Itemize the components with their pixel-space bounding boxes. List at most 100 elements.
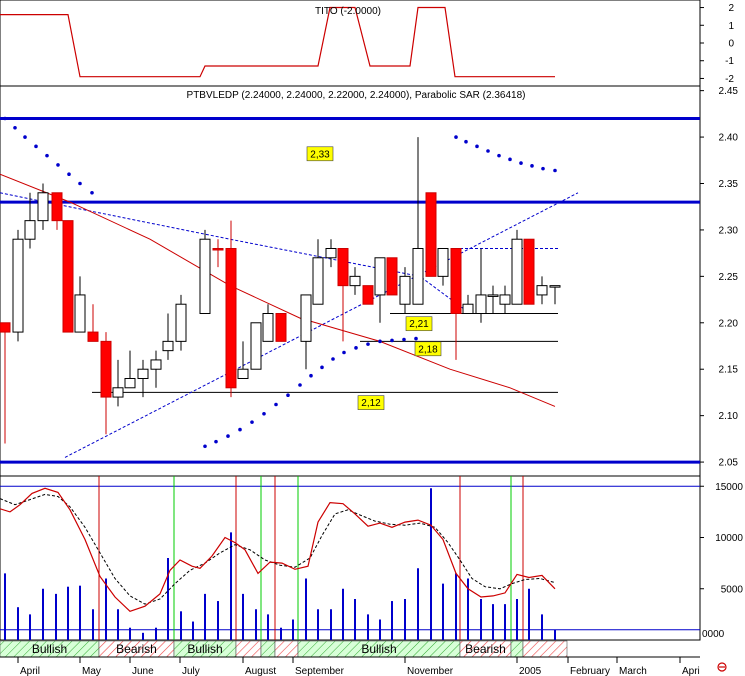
price-panel: 2,33 2,21 2,18 2,12 xyxy=(0,85,701,477)
price-tick-label: 2.25 xyxy=(719,272,739,283)
price-tag-bg xyxy=(414,341,442,357)
sar-dot xyxy=(497,153,501,158)
trend-band-label: Bearish xyxy=(116,642,157,656)
candle xyxy=(150,350,162,388)
side-label: 0000 xyxy=(702,629,725,640)
candle xyxy=(137,359,149,398)
candle xyxy=(511,229,523,305)
candle-body xyxy=(325,248,337,259)
candle-body xyxy=(137,368,149,380)
tito-tick-label: -2 xyxy=(725,74,734,85)
candle xyxy=(312,239,324,305)
price-tag-label: 2,21 xyxy=(409,319,429,330)
candle xyxy=(237,341,249,380)
sar-dot xyxy=(402,337,406,342)
price-tag: 2,18 xyxy=(414,341,442,357)
candle xyxy=(536,276,548,305)
sar-dot xyxy=(214,439,218,444)
sar-dot xyxy=(454,135,458,139)
candle-body xyxy=(450,248,462,314)
sar-dot xyxy=(13,125,17,130)
candle xyxy=(425,192,437,277)
sar-dot xyxy=(56,163,60,167)
candle-body xyxy=(523,238,535,305)
sar-dot xyxy=(250,420,254,424)
month-label: May xyxy=(82,666,101,676)
sar-dot xyxy=(390,338,394,343)
trend-band-label: Bearish xyxy=(465,642,506,656)
trend-band-bullish: Bullish xyxy=(297,640,461,658)
candle xyxy=(124,350,136,389)
price-tick-label: 2.10 xyxy=(719,411,739,422)
candle-body xyxy=(462,303,474,315)
candle xyxy=(100,332,112,435)
candle-body xyxy=(112,387,124,398)
trend-band-bullish xyxy=(260,640,276,658)
candle-body xyxy=(399,275,411,305)
sar-dot xyxy=(309,373,313,378)
candle-body xyxy=(100,340,112,398)
month-label: September xyxy=(295,666,345,676)
candle xyxy=(386,257,398,296)
candle xyxy=(325,239,337,268)
candle xyxy=(62,220,74,333)
trend-band-bearish: Bearish xyxy=(98,640,175,658)
sar-dot xyxy=(475,144,479,149)
volume-tick-label: 15000 xyxy=(715,482,743,493)
price-tag: 2,12 xyxy=(357,395,385,410)
price-tag: 2,33 xyxy=(306,146,334,162)
candle-body xyxy=(87,331,99,342)
candle-body xyxy=(425,192,437,277)
month-label: July xyxy=(182,666,200,676)
volume-tick-label: 10000 xyxy=(715,533,743,544)
trend-line xyxy=(64,192,579,458)
tito-tick-label: -1 xyxy=(725,56,734,67)
candle xyxy=(300,294,312,370)
candle xyxy=(199,229,211,314)
volume-panel: Bullish Bearish Bullish Bullish Bearish xyxy=(0,475,701,658)
trend-band-rect xyxy=(260,640,276,658)
month-label: March xyxy=(619,666,647,676)
volume-frame xyxy=(0,475,701,641)
candle-body xyxy=(536,285,548,296)
price-tag-label: 2,33 xyxy=(310,149,330,160)
candle-body xyxy=(549,285,561,288)
sar-dot xyxy=(354,346,358,350)
sar-dot xyxy=(541,166,545,171)
tito-tick-label: 1 xyxy=(728,21,734,32)
candle xyxy=(212,239,224,268)
candle xyxy=(487,285,499,314)
month-label: June xyxy=(132,666,154,676)
candle-body xyxy=(386,257,398,296)
price-tick-label: 2.40 xyxy=(719,133,739,144)
sar-dot xyxy=(320,365,324,370)
candle-body xyxy=(124,378,136,389)
candle-body xyxy=(37,192,49,222)
candle xyxy=(374,257,386,323)
candle xyxy=(450,248,462,360)
sar-dot xyxy=(366,342,370,346)
candle xyxy=(112,359,124,407)
price-tag: 2,21 xyxy=(405,316,433,332)
sar-dot xyxy=(464,139,468,144)
sar-dot xyxy=(486,149,490,153)
trend-band-label: Bullish xyxy=(32,642,67,656)
trend-band-label: Bullish xyxy=(361,642,396,656)
candle xyxy=(499,285,511,314)
sar-dot xyxy=(262,411,266,416)
price-tag-label: 2,12 xyxy=(361,398,381,409)
candle xyxy=(349,267,361,295)
sar-dot xyxy=(238,427,242,432)
candle xyxy=(262,304,274,342)
price-tick-label: 2.15 xyxy=(719,365,739,376)
candle xyxy=(12,229,24,342)
candle-body xyxy=(250,322,262,370)
trend-band-bearish xyxy=(522,640,568,658)
candle xyxy=(24,192,36,249)
trend-band-bearish: Bearish xyxy=(459,640,512,658)
settings-icon[interactable] xyxy=(717,662,727,672)
candle xyxy=(87,304,99,342)
sar-dot xyxy=(203,444,207,449)
candle-body xyxy=(349,275,361,287)
